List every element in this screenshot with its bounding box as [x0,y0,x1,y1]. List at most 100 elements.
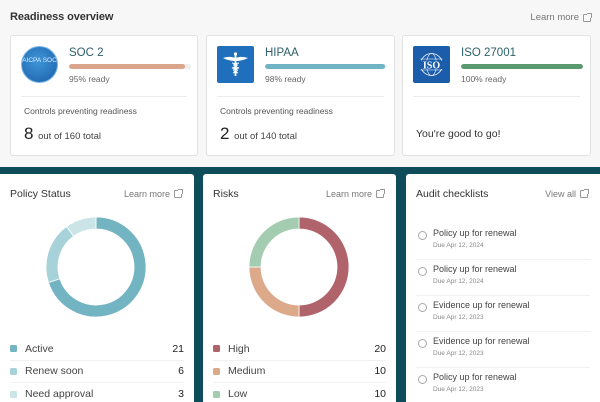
cert-name: HIPAA [265,47,299,59]
learn-more-link[interactable]: Learn more [123,189,183,199]
readiness-progress-bar [265,64,387,69]
risk-slice-low[interactable] [248,216,300,268]
learn-more-label: Learn more [530,12,579,23]
risks-legend: High 20 Medium 10 Low 10 [213,338,386,402]
good-to-go-message: You're good to go! [416,128,501,140]
iso-logo: ISO [413,46,450,83]
legend-label: Renew soon [25,365,84,378]
checklist-item[interactable]: Evidence up for renewal Due Apr 12, 2023 [416,296,590,332]
card-title: Audit checklists [416,188,489,200]
ready-label: 98% ready [265,74,306,84]
progress-fill [265,64,385,69]
controls-count: 8 out of 160 total [24,124,101,144]
legend-row: Medium 10 [213,361,386,383]
cert-card-hipaa[interactable]: HIPAA 98% ready Controls preventing read… [206,35,395,156]
learn-more-label: Learn more [123,189,170,199]
section-title: Readiness overview [10,11,114,23]
checkbox-circle-icon[interactable] [418,303,427,312]
cert-card-iso27001[interactable]: ISO ISO 27001 100% ready You're good to … [402,35,591,156]
checkbox-circle-icon[interactable] [418,339,427,348]
caduceus-logo [217,46,254,83]
risks-donut-chart [248,216,350,318]
legend-value: 3 [178,388,184,401]
checklist-item-title: Policy up for renewal [433,372,517,382]
divider [413,96,580,97]
checklist-item[interactable]: Policy up for renewal Due Apr 12, 2023 [416,368,590,402]
legend-swatch [10,345,17,353]
card-title: Policy Status [10,188,71,200]
external-link-icon [376,189,385,198]
readiness-progress-bar [461,64,583,69]
policy-status-card: Policy Status Learn more Active 21 Renew s… [0,174,194,402]
cert-name: SOC 2 [69,47,104,59]
controls-count-number: 2 [220,124,230,143]
legend-label: Need approval [25,388,94,401]
risk-slice-high[interactable] [298,216,350,318]
checklist-item[interactable]: Evidence up for renewal Due Apr 12, 2023 [416,332,590,368]
learn-more-link[interactable]: Learn more [530,12,592,23]
legend-label: Active [25,342,54,355]
checklist-item-due: Due Apr 12, 2024 [433,242,484,249]
readiness-progress-bar [69,64,191,69]
checklist-item-due: Due Apr 12, 2023 [433,386,484,393]
policy-status-legend: Active 21 Renew soon 6 Need approval 3 [10,338,184,402]
checklist-item[interactable]: Policy up for renewal Due Apr 12, 2024 [416,260,590,296]
aicpa-soc-logo: AICPA SOC [21,46,58,83]
checklist-item-due: Due Apr 12, 2023 [433,350,484,357]
checkbox-circle-icon[interactable] [418,267,427,276]
risk-slice-medium[interactable] [248,266,300,318]
checklist-item-title: Evidence up for renewal [433,300,530,310]
controls-label: Controls preventing readiness [24,106,137,116]
ready-label: 95% ready [69,74,110,84]
controls-count-number: 8 [24,124,34,143]
legend-row: Active 21 [10,338,184,361]
controls-total: out of 140 total [234,131,297,142]
policy-slice-need-approval[interactable] [66,216,97,237]
view-all-link[interactable]: View all [545,189,589,199]
legend-swatch [10,390,17,398]
cert-name: ISO 27001 [461,47,516,59]
legend-value: 6 [178,365,184,378]
legend-row: Renew soon 6 [10,361,184,383]
readiness-overview-section: Readiness overview Learn more AICPA SOC … [0,0,600,167]
legend-row: High 20 [213,338,386,361]
learn-more-label: Learn more [325,189,372,199]
card-title: Risks [213,188,239,200]
checkbox-circle-icon[interactable] [418,231,427,240]
legend-label: Medium [228,365,266,378]
progress-fill [69,64,185,69]
policy-status-donut-chart [45,216,147,318]
legend-value: 20 [374,342,386,355]
policy-slice-active[interactable] [47,216,147,318]
legend-row: Low 10 [213,383,386,402]
ready-label: 100% ready [461,74,507,84]
checklist-item-title: Evidence up for renewal [433,336,530,346]
divider [217,96,384,97]
learn-more-link[interactable]: Learn more [325,189,385,199]
external-link-icon [580,189,589,198]
legend-swatch [213,345,220,353]
legend-label: Low [228,388,248,401]
legend-value: 10 [374,365,386,378]
legend-swatch [10,367,17,375]
controls-label: Controls preventing readiness [220,106,333,116]
view-all-label: View all [545,189,576,199]
risks-card: Risks Learn more High 20 Medium 10 Low 10 [203,174,396,402]
checklist-item-due: Due Apr 12, 2023 [433,314,484,321]
checklist-item[interactable]: Policy up for renewal Due Apr 12, 2024 [416,224,590,260]
legend-label: High [228,342,250,355]
logo-text: AICPA SOC [22,57,57,64]
checklist-item-due: Due Apr 12, 2024 [433,278,484,285]
checkbox-circle-icon[interactable] [418,375,427,384]
checklist-item-title: Policy up for renewal [433,228,517,238]
policy-slice-renew-soon[interactable] [45,225,75,283]
external-link-icon [174,189,183,198]
caduceus-icon [223,52,248,76]
audit-checklist: Policy up for renewal Due Apr 12, 2024 Pol… [416,224,590,402]
legend-value: 21 [172,342,184,355]
cert-card-soc2[interactable]: AICPA SOC SOC 2 95% ready Controls preve… [10,35,198,156]
audit-checklists-card: Audit checklists View all Policy up for … [406,174,600,402]
controls-total: out of 160 total [38,131,101,142]
legend-swatch [213,390,220,398]
iso-logo-text: ISO [423,60,440,71]
